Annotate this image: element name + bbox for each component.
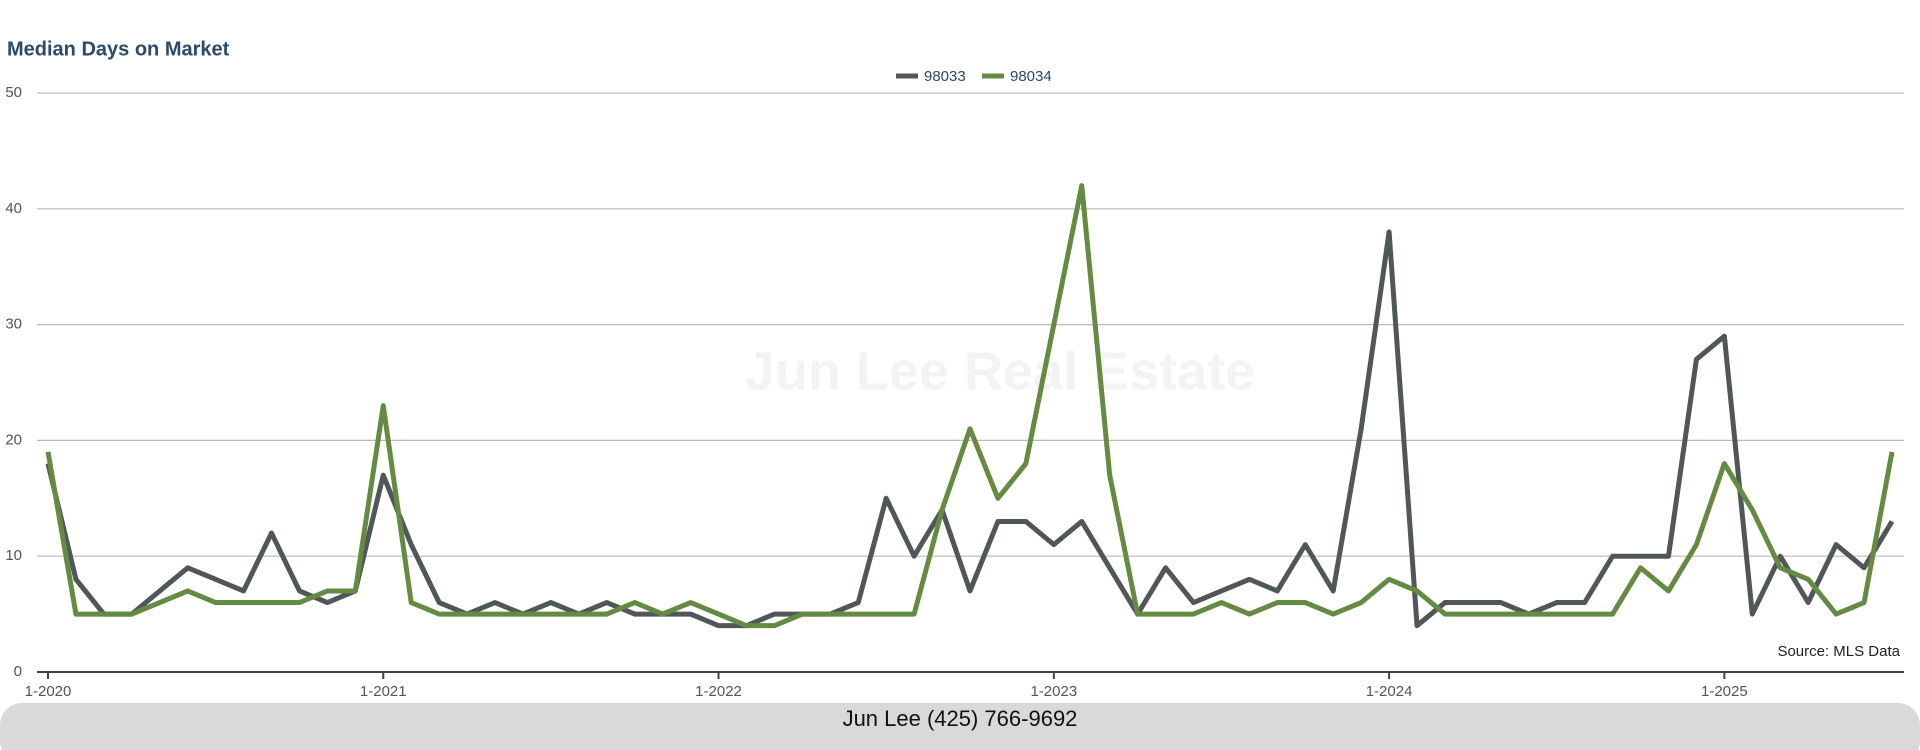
y-tick-label: 40 — [5, 200, 22, 217]
y-tick-label: 20 — [5, 431, 22, 448]
x-tick-label: 1-2023 — [1030, 683, 1077, 700]
line-series — [45, 183, 1895, 629]
footer-band — [0, 703, 1920, 750]
legend-label: 98033 — [924, 68, 966, 85]
x-tick-label: 1-2024 — [1366, 683, 1413, 700]
x-tick-label: 1-2021 — [360, 683, 407, 700]
y-tick-label: 0 — [14, 663, 22, 680]
x-tick-label: 1-2022 — [695, 683, 742, 700]
watermark: Jun Lee Real Estate — [745, 341, 1255, 401]
y-tick-label: 30 — [5, 316, 22, 333]
x-tick-label: 1-2020 — [25, 683, 72, 700]
y-tick-label: 10 — [5, 547, 22, 564]
source-note: Source: MLS Data — [1777, 643, 1900, 660]
chart-title: Median Days on Market — [7, 38, 230, 60]
footer-text: Jun Lee (425) 766-9692 — [843, 706, 1078, 731]
y-tick-label: 50 — [5, 84, 22, 101]
x-tick-label: 1-2025 — [1701, 683, 1748, 700]
legend-label: 98034 — [1010, 68, 1052, 85]
